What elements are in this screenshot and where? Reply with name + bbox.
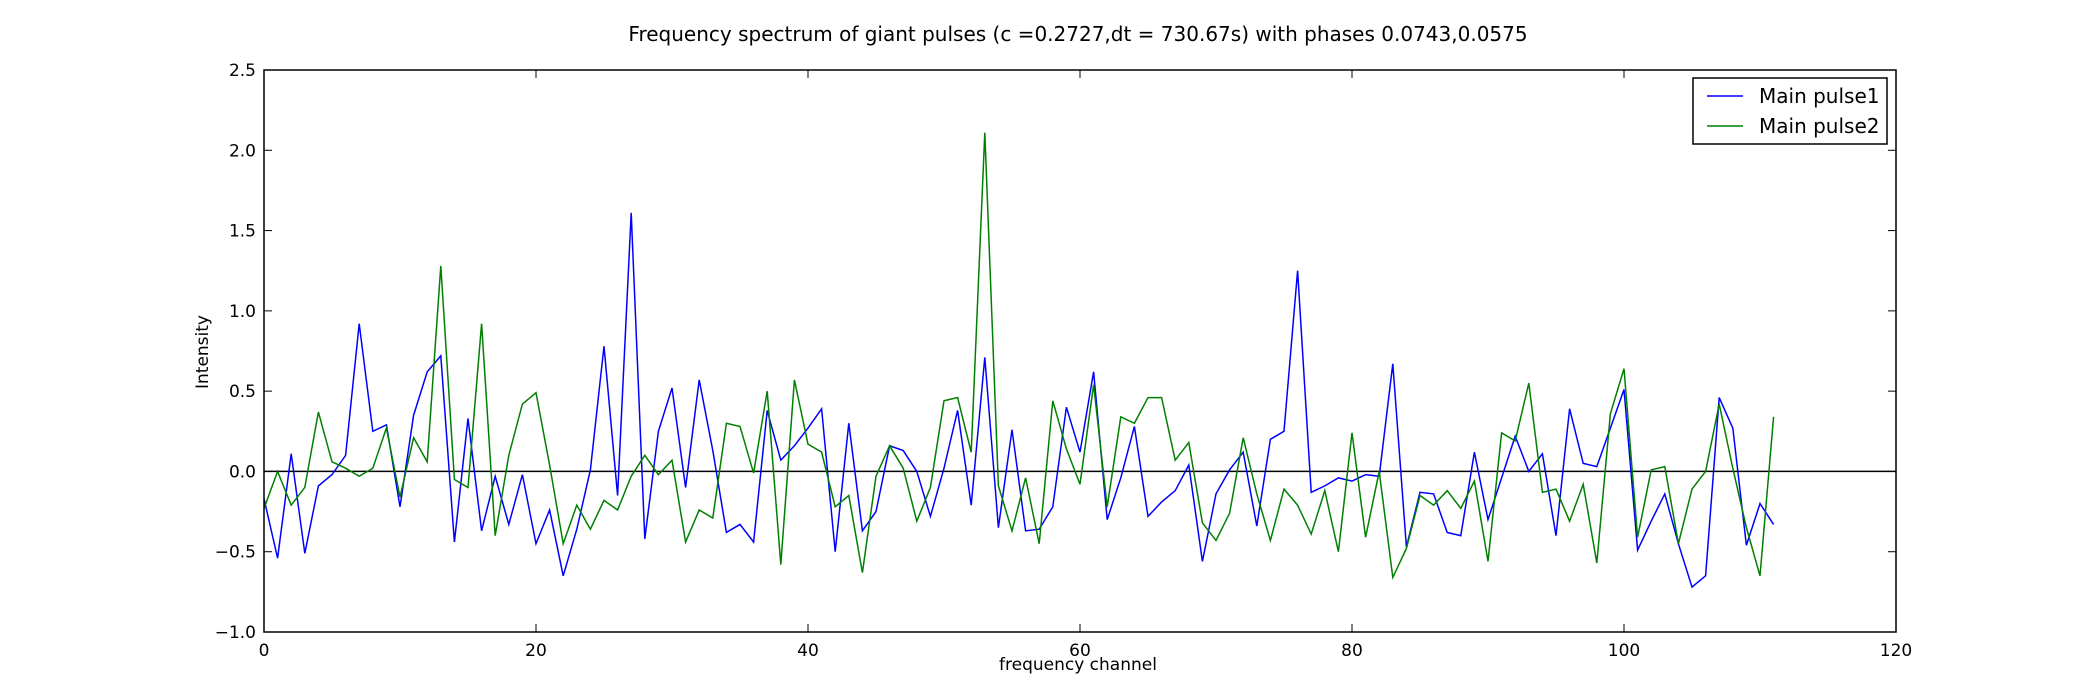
y-tick-label: 1.0: [229, 302, 256, 322]
legend-box: [1692, 77, 1888, 145]
series-layer: [263, 132, 1775, 589]
legend-entry-label: Main pulse1: [1759, 84, 1879, 108]
x-tick-label: 60: [1069, 641, 1091, 661]
x-axis-label: frequency channel: [999, 655, 1157, 675]
y-tick-label: 1.5: [229, 222, 256, 242]
chart-title: Frequency spectrum of giant pulses (c =0…: [628, 22, 1527, 46]
legend: Main pulse1 Main pulse2: [1692, 77, 1888, 145]
series-line-2: [263, 132, 1775, 581]
x-tick-label: 0: [259, 641, 270, 661]
x-tick-label: 120: [1880, 641, 1912, 661]
y-tick-label: 0.0: [229, 462, 256, 482]
series-line-1: [263, 212, 1775, 589]
x-axis: 0 20 40 60 80 100 120: [259, 70, 1912, 661]
x-tick-label: 40: [797, 641, 819, 661]
y-tick-label: −1.0: [215, 623, 256, 643]
x-tick-label: 80: [1341, 641, 1363, 661]
x-tick-label: 20: [525, 641, 547, 661]
y-tick-label: 2.0: [229, 141, 256, 161]
y-axis-label: Intensity: [193, 315, 213, 389]
y-tick-label: 2.5: [229, 61, 256, 81]
plot-frame: [263, 69, 1897, 633]
y-tick-label: −0.5: [215, 543, 256, 563]
x-tick-label: 100: [1608, 641, 1640, 661]
y-axis: −1.0 −0.5 0.0 0.5 1.0 1.5 2.0 2.5: [215, 61, 1896, 643]
legend-entry-label: Main pulse2: [1759, 114, 1879, 138]
y-tick-label: 0.5: [229, 382, 256, 402]
